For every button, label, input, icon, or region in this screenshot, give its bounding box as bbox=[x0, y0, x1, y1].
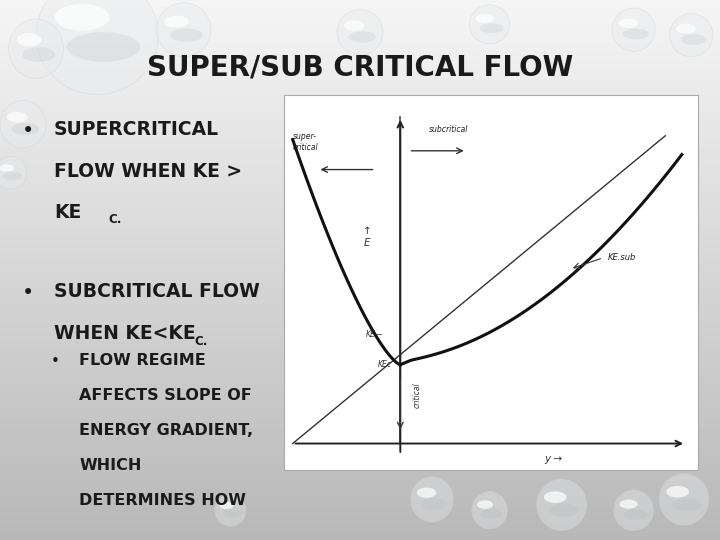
Ellipse shape bbox=[613, 490, 654, 531]
Text: FLOW WHEN KE >: FLOW WHEN KE > bbox=[54, 162, 242, 181]
Ellipse shape bbox=[536, 479, 587, 531]
Ellipse shape bbox=[472, 491, 508, 529]
Ellipse shape bbox=[623, 29, 649, 39]
Ellipse shape bbox=[549, 504, 579, 517]
Ellipse shape bbox=[220, 502, 233, 509]
Ellipse shape bbox=[480, 23, 504, 33]
Ellipse shape bbox=[421, 498, 447, 510]
Text: •: • bbox=[50, 354, 59, 369]
Ellipse shape bbox=[410, 477, 454, 522]
Ellipse shape bbox=[481, 509, 503, 519]
Text: KE—: KE— bbox=[366, 330, 384, 339]
Ellipse shape bbox=[170, 28, 203, 42]
Ellipse shape bbox=[222, 510, 241, 517]
Ellipse shape bbox=[618, 18, 638, 28]
Ellipse shape bbox=[7, 112, 27, 123]
Text: •: • bbox=[22, 284, 34, 303]
Ellipse shape bbox=[3, 172, 22, 180]
Ellipse shape bbox=[22, 47, 55, 62]
Ellipse shape bbox=[55, 4, 109, 31]
Ellipse shape bbox=[469, 5, 510, 44]
Ellipse shape bbox=[544, 491, 567, 503]
Text: DETERMINES HOW: DETERMINES HOW bbox=[79, 493, 246, 508]
Ellipse shape bbox=[337, 10, 383, 55]
Text: SUPER/SUB CRITICAL FLOW: SUPER/SUB CRITICAL FLOW bbox=[147, 53, 573, 82]
Ellipse shape bbox=[666, 486, 689, 497]
Text: y →: y → bbox=[544, 454, 562, 464]
Ellipse shape bbox=[477, 501, 493, 509]
Ellipse shape bbox=[676, 24, 696, 33]
Ellipse shape bbox=[36, 0, 158, 94]
Ellipse shape bbox=[659, 474, 709, 525]
Ellipse shape bbox=[156, 3, 211, 57]
Text: KEc: KEc bbox=[378, 360, 392, 369]
Ellipse shape bbox=[344, 21, 364, 31]
Ellipse shape bbox=[215, 494, 246, 526]
Ellipse shape bbox=[0, 157, 27, 189]
Ellipse shape bbox=[417, 488, 436, 498]
Text: •: • bbox=[22, 122, 34, 141]
Ellipse shape bbox=[680, 34, 706, 45]
Ellipse shape bbox=[164, 16, 189, 28]
Text: ENERGY GRADIENT,: ENERGY GRADIENT, bbox=[79, 423, 253, 438]
Text: ↑
E: ↑ E bbox=[363, 226, 372, 248]
Ellipse shape bbox=[670, 14, 713, 57]
Ellipse shape bbox=[17, 33, 42, 46]
Bar bbox=[284, 94, 698, 470]
Ellipse shape bbox=[624, 509, 648, 519]
Text: FLOW REGIME: FLOW REGIME bbox=[79, 353, 206, 368]
Ellipse shape bbox=[12, 123, 39, 135]
Text: subcritical: subcritical bbox=[429, 125, 469, 133]
Text: KE: KE bbox=[54, 202, 81, 221]
Text: AFFECTS SLOPE OF: AFFECTS SLOPE OF bbox=[79, 388, 252, 403]
Text: super-
critical: super- critical bbox=[292, 132, 318, 152]
Ellipse shape bbox=[0, 164, 14, 172]
Ellipse shape bbox=[9, 19, 63, 78]
Ellipse shape bbox=[619, 500, 638, 509]
Text: C.: C. bbox=[108, 213, 122, 226]
Text: SUBCRITICAL FLOW: SUBCRITICAL FLOW bbox=[54, 282, 260, 301]
Ellipse shape bbox=[612, 8, 655, 51]
Text: critical: critical bbox=[413, 382, 422, 408]
Ellipse shape bbox=[0, 100, 46, 148]
Ellipse shape bbox=[66, 32, 140, 62]
Text: WHICH: WHICH bbox=[79, 458, 142, 473]
Ellipse shape bbox=[671, 498, 701, 511]
Text: KE.sub: KE.sub bbox=[607, 253, 636, 262]
Text: WHEN KE<KE: WHEN KE<KE bbox=[54, 324, 196, 343]
Ellipse shape bbox=[348, 31, 376, 43]
Text: SUPERCRITICAL: SUPERCRITICAL bbox=[54, 120, 219, 139]
Text: C.: C. bbox=[194, 335, 208, 348]
Ellipse shape bbox=[475, 14, 494, 23]
